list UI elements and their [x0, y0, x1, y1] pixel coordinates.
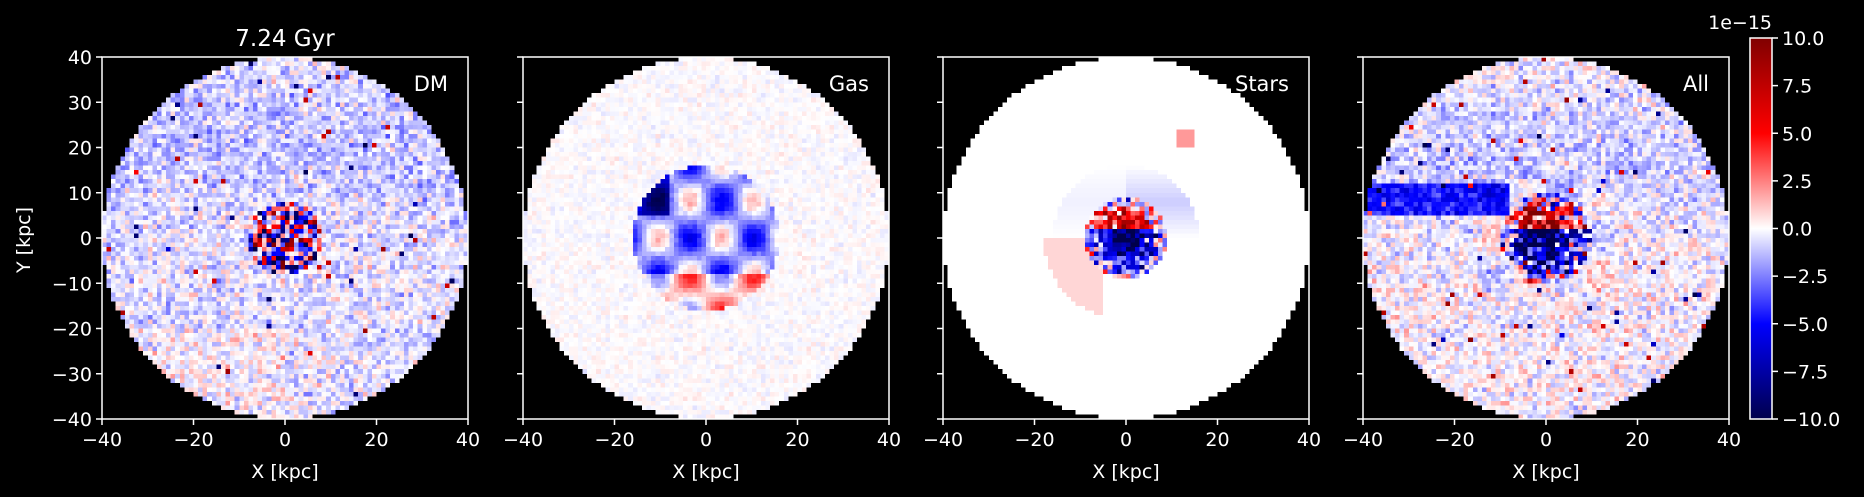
- x-tick-label: −20: [173, 429, 213, 451]
- panel-label: All: [1683, 72, 1709, 96]
- panel-label: Stars: [1235, 72, 1289, 96]
- heatmap-image-all: [1363, 57, 1729, 419]
- x-tick-label: 0: [279, 429, 291, 451]
- x-tick-label: 20: [1205, 429, 1229, 451]
- colorbar: 10.0 7.5 5.0 2.5 0.0 −2.5 −5.0 −7.5 −10.0 1e−15: [1708, 12, 1840, 431]
- y-tick-label: −40: [52, 409, 92, 431]
- panel-label: DM: [414, 72, 448, 96]
- heatmap-image-dm: [102, 57, 468, 419]
- colorbar-tick-label: 5.0: [1782, 123, 1812, 145]
- panel-all: −40 −20 0 20 40 All X [kpc]: [1343, 56, 1741, 483]
- y-axis-label: Y [kpc]: [13, 207, 35, 274]
- panel-gas: −40 −20 0 20 40 Gas X [kpc]: [503, 56, 901, 483]
- x-tick-label: 40: [877, 429, 901, 451]
- y-tick-label: −30: [52, 364, 92, 386]
- x-tick-label: 20: [364, 429, 388, 451]
- y-tick-label: 30: [68, 92, 92, 114]
- x-tick-label: 40: [1297, 429, 1321, 451]
- x-tick-label: 20: [785, 429, 809, 451]
- panel-stars: −40 −20 0 20 40 Stars X [kpc]: [923, 56, 1321, 483]
- x-tick-label: −20: [594, 429, 634, 451]
- colorbar-tick-label: −10.0: [1782, 409, 1840, 431]
- x-tick-label: 40: [1717, 429, 1741, 451]
- x-tick-label: −40: [82, 429, 122, 451]
- colorbar-tick-label: −2.5: [1782, 266, 1828, 288]
- colorbar-tick-label: 2.5: [1782, 171, 1812, 193]
- colorbar-tick-label: −5.0: [1782, 314, 1828, 336]
- x-tick-label: 40: [456, 429, 480, 451]
- colorbar-tick-label: 10.0: [1782, 28, 1824, 50]
- x-axis-label: X [kpc]: [672, 461, 739, 483]
- x-tick-label: −20: [1434, 429, 1474, 451]
- y-tick-label: 0: [80, 228, 92, 250]
- heatmap-image-stars: [943, 57, 1309, 419]
- y-tick-label: 40: [68, 47, 92, 69]
- x-tick-label: 0: [1540, 429, 1552, 451]
- colorbar-offset-label: 1e−15: [1708, 12, 1772, 34]
- x-axis-label: X [kpc]: [1092, 461, 1159, 483]
- panels: −40 −20 0 20 40 40 30 20 10 0 −10 −20 −30 −40 DM X [kpc…: [52, 47, 1741, 483]
- x-tick-label: −40: [1343, 429, 1383, 451]
- chart-title: 7.24 Gyr: [235, 26, 335, 52]
- y-tick-label: 20: [68, 138, 92, 160]
- panel-label: Gas: [829, 72, 869, 96]
- x-tick-label: 20: [1625, 429, 1649, 451]
- colorbar-tick-label: 7.5: [1782, 76, 1812, 98]
- y-tick-label: −10: [52, 273, 92, 295]
- panel-dm: −40 −20 0 20 40 40 30 20 10 0 −10 −20 −30 −40 DM X [kpc…: [52, 47, 480, 483]
- y-tick-label: −20: [52, 319, 92, 341]
- x-tick-label: 0: [1120, 429, 1132, 451]
- x-tick-label: −40: [503, 429, 543, 451]
- colorbar-gradient: [1750, 38, 1772, 419]
- heatmap-image-gas: [523, 57, 889, 419]
- colorbar-tick-label: −7.5: [1782, 361, 1828, 383]
- x-axis-label: X [kpc]: [251, 461, 318, 483]
- x-axis-label: X [kpc]: [1512, 461, 1579, 483]
- colorbar-tick-label: 0.0: [1782, 219, 1812, 241]
- x-tick-label: 0: [700, 429, 712, 451]
- x-tick-label: −20: [1014, 429, 1054, 451]
- x-tick-label: −40: [923, 429, 963, 451]
- y-tick-label: 10: [68, 183, 92, 205]
